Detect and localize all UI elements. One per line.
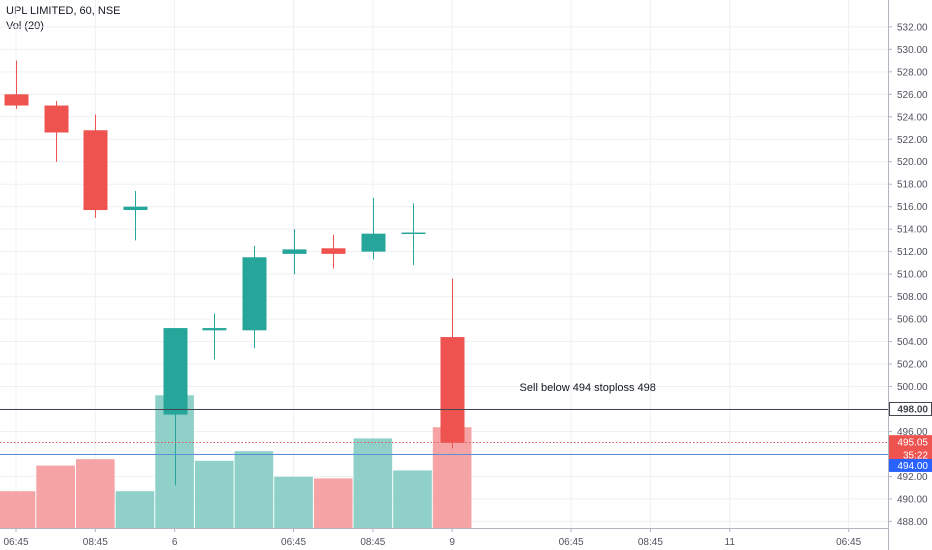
x-tick-label: 06:45 <box>3 537 28 548</box>
last-price-badge-bg <box>889 435 932 463</box>
chart-grid <box>0 0 888 528</box>
candle-body <box>123 206 148 211</box>
volume-bar <box>115 491 155 528</box>
y-tick-label: 512.00 <box>897 247 928 258</box>
y-tick-label: 530.00 <box>897 45 928 56</box>
time-axis[interactable]: 06:45 08:45 6 06:45 08:45 9 06:45 08:45 11 06:45 <box>0 528 888 548</box>
candle-body <box>202 328 227 331</box>
y-tick-label: 524.00 <box>897 112 928 123</box>
volume-bar <box>194 460 234 528</box>
volume-bar <box>313 478 353 528</box>
volume-bar <box>274 476 313 528</box>
y-tick-label: 532.00 <box>897 22 928 33</box>
x-tick-label: 06:45 <box>559 537 584 548</box>
y-tick-label: 518.00 <box>897 180 928 191</box>
x-tick-label: 9 <box>449 537 455 548</box>
y-tick-label: 528.00 <box>897 67 928 78</box>
x-tick-label: 06:45 <box>281 537 306 548</box>
y-tick-label: 510.00 <box>897 270 928 281</box>
chart-title: UPL LIMITED, 60, NSE <box>6 5 121 17</box>
level-badge-498-bg <box>889 401 932 416</box>
last-price-label: 495.05 <box>897 438 928 449</box>
price-axis[interactable]: 488.00 490.00 492.00494.00 496.00 498.00 500.… <box>888 0 932 550</box>
y-tick-label: 520.00 <box>897 157 928 168</box>
y-tick-label: 506.00 <box>897 315 928 326</box>
volume-bar <box>393 470 432 528</box>
volume-bar <box>75 459 115 528</box>
volume-bars <box>0 395 472 528</box>
candle-body <box>83 130 108 211</box>
level-badge-494: 494.00 <box>897 461 928 472</box>
annotations: Sell below 494 stoploss 498 <box>520 382 656 394</box>
volume-bar <box>0 491 36 528</box>
y-tick-label: 514.00 <box>897 225 928 236</box>
candle-body <box>321 248 346 254</box>
candle-body <box>401 232 426 235</box>
countdown-label: 35:22 <box>903 451 928 462</box>
x-tick-label: 08:45 <box>638 537 663 548</box>
volume-bar <box>155 395 194 528</box>
x-tick-label: 08:45 <box>83 537 108 548</box>
candle-body <box>361 233 386 252</box>
y-tick-label: 492.00 <box>897 472 928 483</box>
candle-body <box>440 337 465 443</box>
candle-body <box>282 249 307 254</box>
y-tick-label: 516.00 <box>897 202 928 213</box>
x-tick-label: 11 <box>725 537 736 548</box>
candles <box>4 60 465 486</box>
annotation-text: Sell below 494 stoploss 498 <box>520 382 656 394</box>
y-tick-label: 522.00 <box>897 135 928 146</box>
candle-body <box>44 105 69 133</box>
x-tick-label: 6 <box>172 537 178 548</box>
y-tick-label: 490.00 <box>897 494 928 505</box>
volume-bar <box>36 465 75 528</box>
y-tick-label: 504.00 <box>897 337 928 348</box>
x-tick-label: 06:45 <box>836 537 861 548</box>
y-tick-label: 488.00 <box>897 517 928 528</box>
volume-indicator-label[interactable]: Vol (20) <box>6 20 44 32</box>
level-badge-494-bg <box>889 458 932 472</box>
candle-body <box>242 257 267 331</box>
y-tick-label: 502.00 <box>897 360 928 371</box>
y-tick-label: 526.00 <box>897 90 928 101</box>
x-tick-label: 08:45 <box>360 537 385 548</box>
level-badge-498: 498.00 <box>897 404 928 415</box>
horizontal-levels[interactable] <box>0 409 888 455</box>
y-tick-label: 496.00 <box>897 427 928 438</box>
candle-body <box>163 328 188 415</box>
y-tick-label: 508.00 <box>897 292 928 303</box>
volume-bar <box>234 451 274 528</box>
y-tick-label: 500.00 <box>897 382 928 393</box>
volume-bar <box>353 438 393 528</box>
candle-body <box>4 94 29 106</box>
